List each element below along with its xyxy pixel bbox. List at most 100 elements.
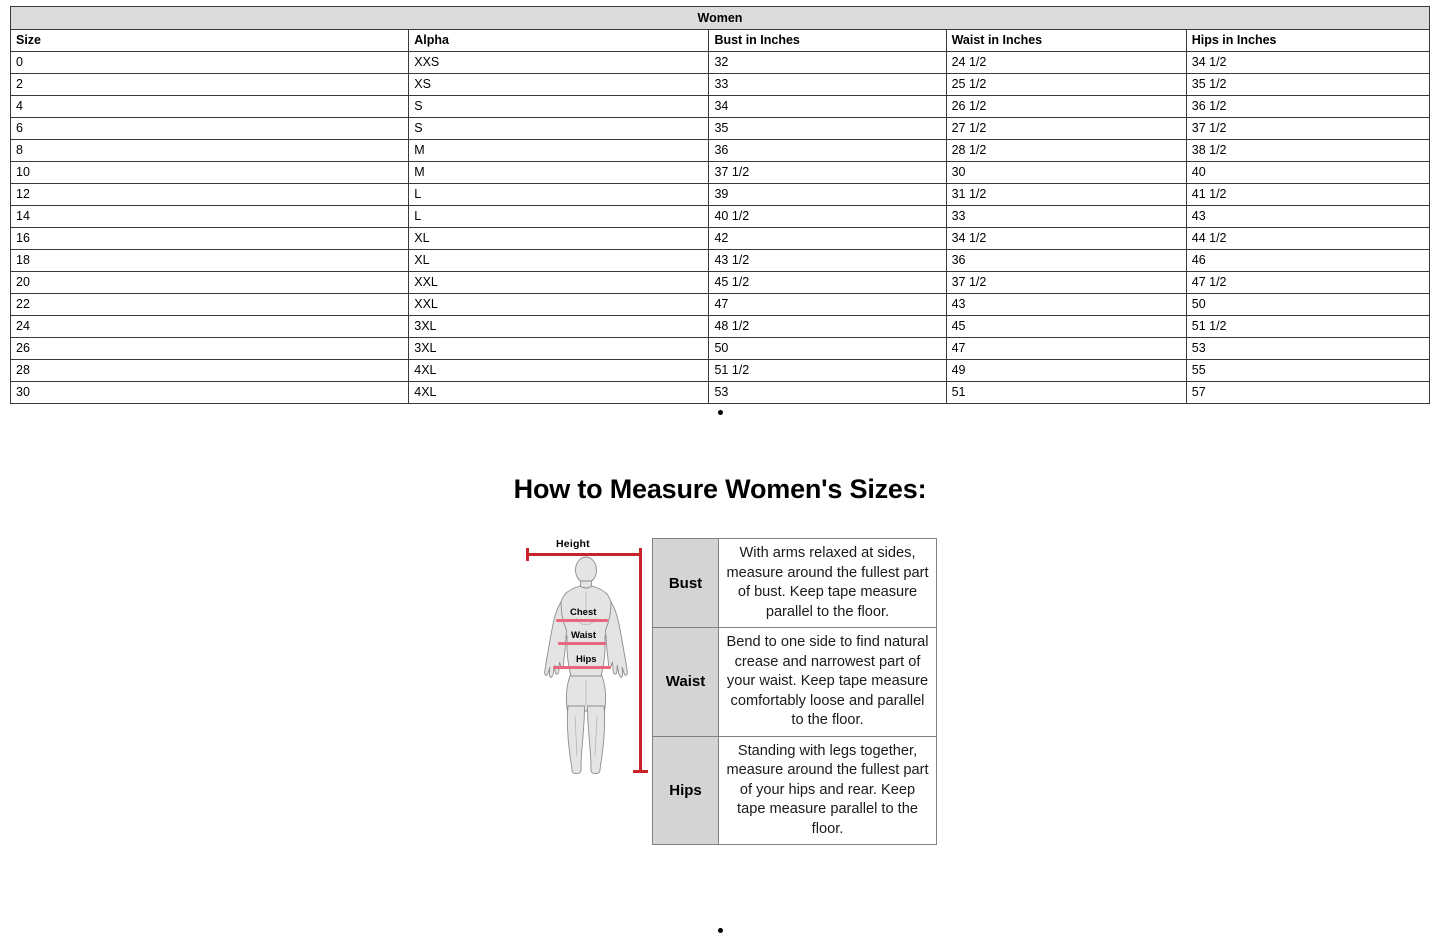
cell-size: 2: [9, 73, 410, 96]
cell-alpha: 4XL: [408, 381, 710, 404]
cell-alpha: L: [408, 183, 710, 206]
size-chart-table-container: Women Size Alpha Bust in Inches Waist in…: [9, 6, 1431, 404]
women-size-chart-table: Women Size Alpha Bust in Inches Waist in…: [9, 6, 1431, 404]
table-row: 12 L 39 31 1/2 41 1/2: [9, 183, 1431, 206]
measure-description-bust: With arms relaxed at sides, measure arou…: [718, 538, 937, 628]
cell-hips: 36 1/2: [1185, 95, 1431, 118]
cell-size: 10: [9, 161, 410, 184]
cell-alpha: XL: [408, 249, 710, 272]
cell-waist: 27 1/2: [945, 117, 1187, 140]
cell-alpha: 3XL: [408, 315, 710, 338]
column-header-waist: Waist in Inches: [945, 29, 1187, 52]
how-to-measure-section: Height: [520, 538, 940, 845]
cell-alpha: XL: [408, 227, 710, 250]
table-row: 22 XXL 47 43 50: [9, 293, 1431, 316]
cell-waist: 33: [945, 205, 1187, 228]
cell-size: 12: [9, 183, 410, 206]
measure-label-hips: Hips: [652, 735, 719, 845]
cell-alpha: XXS: [408, 51, 710, 74]
cell-size: 28: [9, 359, 410, 382]
cell-size: 20: [9, 271, 410, 294]
cell-waist: 37 1/2: [945, 271, 1187, 294]
cell-hips: 34 1/2: [1185, 51, 1431, 74]
cell-alpha: 4XL: [408, 359, 710, 382]
measure-description-waist: Bend to one side to find natural crease …: [718, 627, 937, 737]
cell-bust: 48 1/2: [708, 315, 947, 338]
height-bottom-cap: [633, 770, 648, 773]
how-to-measure-table: Bust With arms relaxed at sides, measure …: [652, 538, 937, 845]
cell-size: 18: [9, 249, 410, 272]
measure-row: Waist Bend to one side to find natural cr…: [652, 627, 937, 737]
cell-bust: 39: [708, 183, 947, 206]
cell-bust: 53: [708, 381, 947, 404]
measure-row: Hips Standing with legs together, measure…: [652, 735, 937, 845]
cell-hips: 50: [1185, 293, 1431, 316]
cell-bust: 45 1/2: [708, 271, 947, 294]
cell-hips: 47 1/2: [1185, 271, 1431, 294]
cell-size: 0: [9, 51, 410, 74]
table-row: 14 L 40 1/2 33 43: [9, 205, 1431, 228]
cell-waist: 31 1/2: [945, 183, 1187, 206]
cell-bust: 47: [708, 293, 947, 316]
waist-tape-band: [558, 642, 606, 645]
table-row: 18 XL 43 1/2 36 46: [9, 249, 1431, 272]
table-row: 6 S 35 27 1/2 37 1/2: [9, 117, 1431, 140]
cell-hips: 51 1/2: [1185, 315, 1431, 338]
cell-waist: 51: [945, 381, 1187, 404]
table-row: 2 XS 33 25 1/2 35 1/2: [9, 73, 1431, 96]
table-group-title-row: Women: [10, 6, 1430, 30]
height-vertical-line: [639, 553, 642, 773]
chest-tape-band: [556, 619, 608, 622]
cell-hips: 40: [1185, 161, 1431, 184]
cell-bust: 33: [708, 73, 947, 96]
cell-size: 16: [9, 227, 410, 250]
cell-waist: 30: [945, 161, 1187, 184]
height-label: Height: [556, 538, 590, 550]
table-row: 24 3XL 48 1/2 45 51 1/2: [9, 315, 1431, 338]
cell-hips: 44 1/2: [1185, 227, 1431, 250]
column-header-alpha: Alpha: [408, 29, 710, 52]
cell-bust: 32: [708, 51, 947, 74]
cell-size: 26: [9, 337, 410, 360]
column-header-hips: Hips in Inches: [1185, 29, 1431, 52]
bottom-list-bullet: [0, 922, 1440, 940]
cell-size: 6: [9, 117, 410, 140]
cell-alpha: XXL: [408, 271, 710, 294]
cell-waist: 45: [945, 315, 1187, 338]
measure-label-bust: Bust: [652, 538, 719, 628]
cell-alpha: M: [408, 139, 710, 162]
group-title-women: Women: [10, 6, 1430, 30]
size-chart-body: 0 XXS 32 24 1/2 34 1/2 2 XS 33 25 1/2 35 1/2 4 S 34 2…: [9, 51, 1431, 404]
cell-hips: 41 1/2: [1185, 183, 1431, 206]
measure-label-waist: Waist: [652, 627, 719, 737]
cell-waist: 36: [945, 249, 1187, 272]
cell-hips: 38 1/2: [1185, 139, 1431, 162]
bullet-dot-icon: [717, 410, 723, 416]
cell-size: 8: [9, 139, 410, 162]
page-title: How to Measure Women's Sizes:: [513, 474, 927, 504]
female-body-silhouette-icon: [532, 556, 640, 783]
cell-size: 14: [9, 205, 410, 228]
cell-bust: 40 1/2: [708, 205, 947, 228]
table-row: 30 4XL 53 51 57: [9, 381, 1431, 404]
table-row: 26 3XL 50 47 53: [9, 337, 1431, 360]
column-header-bust: Bust in Inches: [708, 29, 947, 52]
hips-label: Hips: [576, 654, 597, 665]
table-column-header-row: Size Alpha Bust in Inches Waist in Inche…: [9, 29, 1431, 52]
cell-hips: 46: [1185, 249, 1431, 272]
cell-hips: 55: [1185, 359, 1431, 382]
cell-hips: 57: [1185, 381, 1431, 404]
cell-size: 4: [9, 95, 410, 118]
list-bullet-separator: [0, 404, 1440, 422]
table-row: 20 XXL 45 1/2 37 1/2 47 1/2: [9, 271, 1431, 294]
height-horizontal-line: [526, 553, 642, 556]
cell-waist: 26 1/2: [945, 95, 1187, 118]
cell-hips: 35 1/2: [1185, 73, 1431, 96]
table-row: 8 M 36 28 1/2 38 1/2: [9, 139, 1431, 162]
cell-bust: 35: [708, 117, 947, 140]
body-measurement-diagram: Height: [520, 538, 652, 788]
cell-bust: 42: [708, 227, 947, 250]
cell-hips: 43: [1185, 205, 1431, 228]
cell-alpha: S: [408, 117, 710, 140]
table-row: 28 4XL 51 1/2 49 55: [9, 359, 1431, 382]
